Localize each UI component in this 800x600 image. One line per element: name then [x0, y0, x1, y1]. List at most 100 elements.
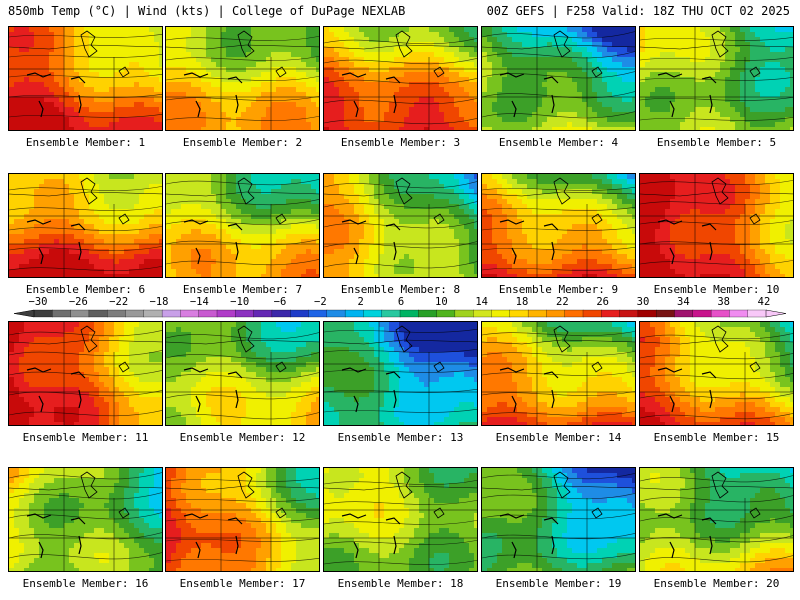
- colorbar-tick-label: 42: [757, 296, 771, 308]
- ensemble-member-map: [323, 467, 478, 572]
- colorbar-swatch: [729, 309, 749, 318]
- map-title: 850mb Temp (°C) | Wind (kts) | College o…: [8, 4, 406, 18]
- colorbar-swatch: [491, 309, 511, 318]
- colorbar-swatch: [710, 309, 730, 318]
- ensemble-member-map: [639, 321, 794, 426]
- colorbar-swatch: [546, 309, 566, 318]
- ensemble-member-map: [323, 173, 478, 278]
- colorbar-swatch: [107, 309, 127, 318]
- colorbar-tick-label: 18: [515, 296, 529, 308]
- colorbar-swatch: [564, 309, 584, 318]
- colorbar-swatch: [399, 309, 419, 318]
- colorbar-swatch: [271, 309, 291, 318]
- colorbar-swatch: [125, 309, 145, 318]
- ensemble-member-caption: Ensemble Member: 20: [653, 577, 780, 590]
- colorbar-tick-label: −10: [230, 296, 250, 308]
- colorbar-swatch: [363, 309, 383, 318]
- ensemble-member-map: [165, 467, 320, 572]
- ensemble-member-caption: Ensemble Member: 17: [179, 577, 306, 590]
- ensemble-member-map: [639, 173, 794, 278]
- colorbar-tick-label: −2: [314, 296, 327, 308]
- ensemble-member-caption: Ensemble Member: 8: [340, 283, 461, 296]
- colorbar-swatch: [473, 309, 493, 318]
- colorbar-tick-label: 30: [636, 296, 650, 308]
- ensemble-member-map: [8, 467, 163, 572]
- ensemble-member-map: [481, 26, 636, 131]
- colorbar-swatch: [601, 309, 621, 318]
- ensemble-member-caption: Ensemble Member: 12: [179, 431, 306, 444]
- colorbar-swatch: [290, 309, 310, 318]
- colorbar-tick-label: 6: [397, 296, 405, 308]
- colorbar-labels: −30 −26 −22 −18 −14 −10 −6 −2 2 6 10 14 18 22 26 30 34 38…: [0, 296, 800, 310]
- colorbar-tick-label: −26: [68, 296, 88, 308]
- ensemble-member-caption: Ensemble Member: 18: [337, 577, 464, 590]
- ensemble-member-caption: Ensemble Member: 19: [495, 577, 622, 590]
- colorbar-tick-label: 2: [357, 296, 364, 308]
- colorbar-swatch: [637, 309, 657, 318]
- colorbar-swatch: [52, 309, 72, 318]
- colorbar-tick-label: 22: [556, 296, 569, 308]
- colorbar-swatch: [308, 309, 328, 318]
- ensemble-member-map: [323, 321, 478, 426]
- colorbar-tick-label: 10: [435, 296, 448, 308]
- ensemble-member-map: [165, 26, 320, 131]
- colorbar-swatch: [509, 309, 529, 318]
- ensemble-member-caption: Ensemble Member: 5: [656, 136, 777, 149]
- colorbar-tick-label: −14: [189, 296, 209, 308]
- colorbar-tick-label: −18: [149, 296, 169, 308]
- ensemble-member-caption: Ensemble Member: 16: [22, 577, 149, 590]
- colorbar-swatch: [253, 309, 273, 318]
- colorbar-swatch: [161, 309, 181, 318]
- ensemble-member-caption: Ensemble Member: 3: [340, 136, 461, 149]
- colorbar-swatch: [381, 309, 401, 318]
- model-run-info: 00Z GEFS | F258 Valid: 18Z THU OCT 02 20…: [486, 4, 790, 18]
- colorbar-swatch: [454, 309, 474, 318]
- colorbar-tick-label: 34: [677, 296, 690, 308]
- ensemble-member-map: [639, 26, 794, 131]
- colorbar-swatch: [143, 309, 163, 318]
- ensemble-member-caption: Ensemble Member: 13: [337, 431, 464, 444]
- colorbar-swatch: [692, 309, 712, 318]
- ensemble-member-caption: Ensemble Member: 7: [182, 283, 303, 296]
- colorbar-tick-label: −6: [273, 296, 287, 308]
- ensemble-member-caption: Ensemble Member: 11: [22, 431, 149, 444]
- ensemble-member-caption: Ensemble Member: 15: [653, 431, 780, 444]
- colorbar-swatch: [674, 309, 694, 318]
- colorbar-swatch: [33, 309, 53, 318]
- colorbar-swatch: [344, 309, 364, 318]
- colorbar-swatch: [582, 309, 602, 318]
- colorbar-swatch: [70, 309, 90, 318]
- ensemble-member-caption: Ensemble Member: 2: [182, 136, 303, 149]
- colorbar-swatch: [216, 309, 236, 318]
- colorbar-tick-label: −30: [28, 296, 48, 308]
- colorbar-tick-label: 26: [596, 296, 609, 308]
- ensemble-member-map: [8, 26, 163, 131]
- colorbar-tick-label: −22: [109, 296, 129, 308]
- ensemble-member-caption: Ensemble Member: 4: [498, 136, 619, 149]
- colorbar-swatch: [198, 309, 218, 318]
- colorbar-swatch: [747, 309, 767, 318]
- ensemble-member-caption: Ensemble Member: 9: [498, 283, 619, 296]
- colorbar-swatch: [418, 309, 438, 318]
- colorbar-swatch: [527, 309, 547, 318]
- ensemble-member-map: [323, 26, 478, 131]
- ensemble-member-map: [8, 321, 163, 426]
- colorbar-swatch: [326, 309, 346, 318]
- ensemble-member-map: [8, 173, 163, 278]
- ensemble-member-map: [165, 173, 320, 278]
- colorbar-swatch: [436, 309, 456, 318]
- colorbar-tick-label: 14: [475, 296, 488, 308]
- ensemble-member-caption: Ensemble Member: 10: [653, 283, 780, 296]
- colorbar-swatch: [88, 309, 108, 318]
- colorbar-swatch: [180, 309, 200, 318]
- ensemble-member-caption: Ensemble Member: 14: [495, 431, 622, 444]
- colorbar-swatch: [235, 309, 255, 318]
- colorbar-swatch: [656, 309, 676, 318]
- ensemble-member-caption: Ensemble Member: 6: [25, 283, 146, 296]
- colorbar-tick-label: 38: [717, 296, 730, 308]
- colorbar-swatch: [619, 309, 639, 318]
- temperature-colorbar: [13, 309, 787, 318]
- ensemble-member-map: [481, 173, 636, 278]
- ensemble-member-map: [481, 467, 636, 572]
- ensemble-member-map: [481, 321, 636, 426]
